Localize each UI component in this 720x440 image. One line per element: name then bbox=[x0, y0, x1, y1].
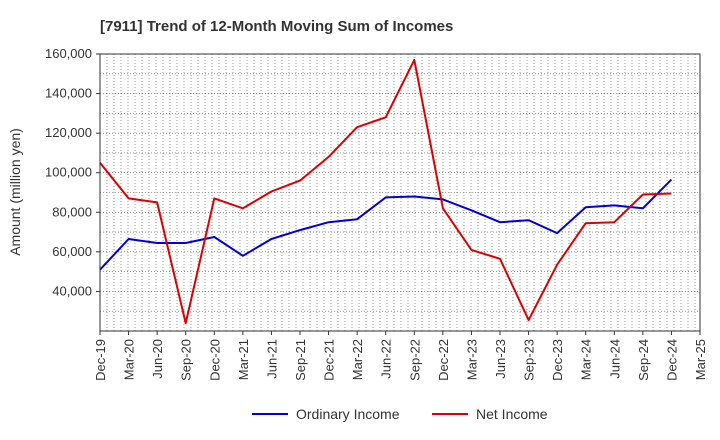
y-tick-label: 100,000 bbox=[45, 165, 92, 180]
x-tick-label: Mar-24 bbox=[579, 339, 594, 380]
x-tick-label: Sep-23 bbox=[522, 339, 537, 381]
y-tick-label: 140,000 bbox=[45, 86, 92, 101]
x-tick-label: Jun-24 bbox=[607, 339, 622, 379]
y-tick-label: 60,000 bbox=[52, 244, 92, 259]
x-tick-label: Dec-21 bbox=[322, 339, 337, 381]
y-tick-label: 120,000 bbox=[45, 125, 92, 140]
x-tick-label: Mar-23 bbox=[464, 339, 479, 380]
x-tick-label: Mar-25 bbox=[693, 339, 708, 380]
x-tick-label: Jun-23 bbox=[493, 339, 508, 379]
x-tick-label: Mar-21 bbox=[236, 339, 251, 380]
y-axis: 40,000 60,000 80,000 100,000 120,000 140,000 1… bbox=[45, 46, 100, 298]
series-line-net-income bbox=[99, 58, 672, 325]
x-tick-label: Dec-20 bbox=[207, 339, 222, 381]
series-line-ordinary-income bbox=[99, 178, 673, 271]
series-group bbox=[99, 58, 673, 325]
x-axis: Dec-19 Mar-20 Jun-20 Sep-20 Dec-20 Mar-21 Jun-… bbox=[93, 331, 708, 381]
x-tick-label: Jun-21 bbox=[264, 339, 279, 379]
grid bbox=[100, 54, 700, 331]
x-tick-label: Sep-24 bbox=[636, 339, 651, 381]
x-tick-label: Sep-21 bbox=[293, 339, 308, 381]
x-tick-label: Sep-20 bbox=[179, 339, 194, 381]
legend: Ordinary Income Net Income bbox=[252, 406, 548, 422]
x-tick-label: Dec-23 bbox=[550, 339, 565, 381]
x-tick-label: Mar-22 bbox=[350, 339, 365, 380]
x-tick-label: Dec-22 bbox=[436, 339, 451, 381]
x-tick-label: Dec-24 bbox=[664, 339, 679, 381]
x-tick-label: Jun-20 bbox=[150, 339, 165, 379]
y-tick-label: 80,000 bbox=[52, 204, 92, 219]
chart-title: [7911] Trend of 12-Month Moving Sum of I… bbox=[100, 18, 453, 35]
x-tick-label: Jun-22 bbox=[379, 339, 394, 379]
x-tick-label: Dec-19 bbox=[93, 339, 108, 381]
legend-label: Ordinary Income bbox=[296, 406, 400, 422]
legend-label: Net Income bbox=[476, 406, 548, 422]
plot-frame bbox=[99, 53, 701, 332]
y-tick-label: 160,000 bbox=[45, 46, 92, 61]
x-tick-label: Sep-22 bbox=[407, 339, 422, 381]
x-tick-label: Mar-20 bbox=[122, 339, 137, 380]
y-axis-label: Amount (million yen) bbox=[7, 128, 23, 256]
y-tick-label: 40,000 bbox=[52, 283, 92, 298]
